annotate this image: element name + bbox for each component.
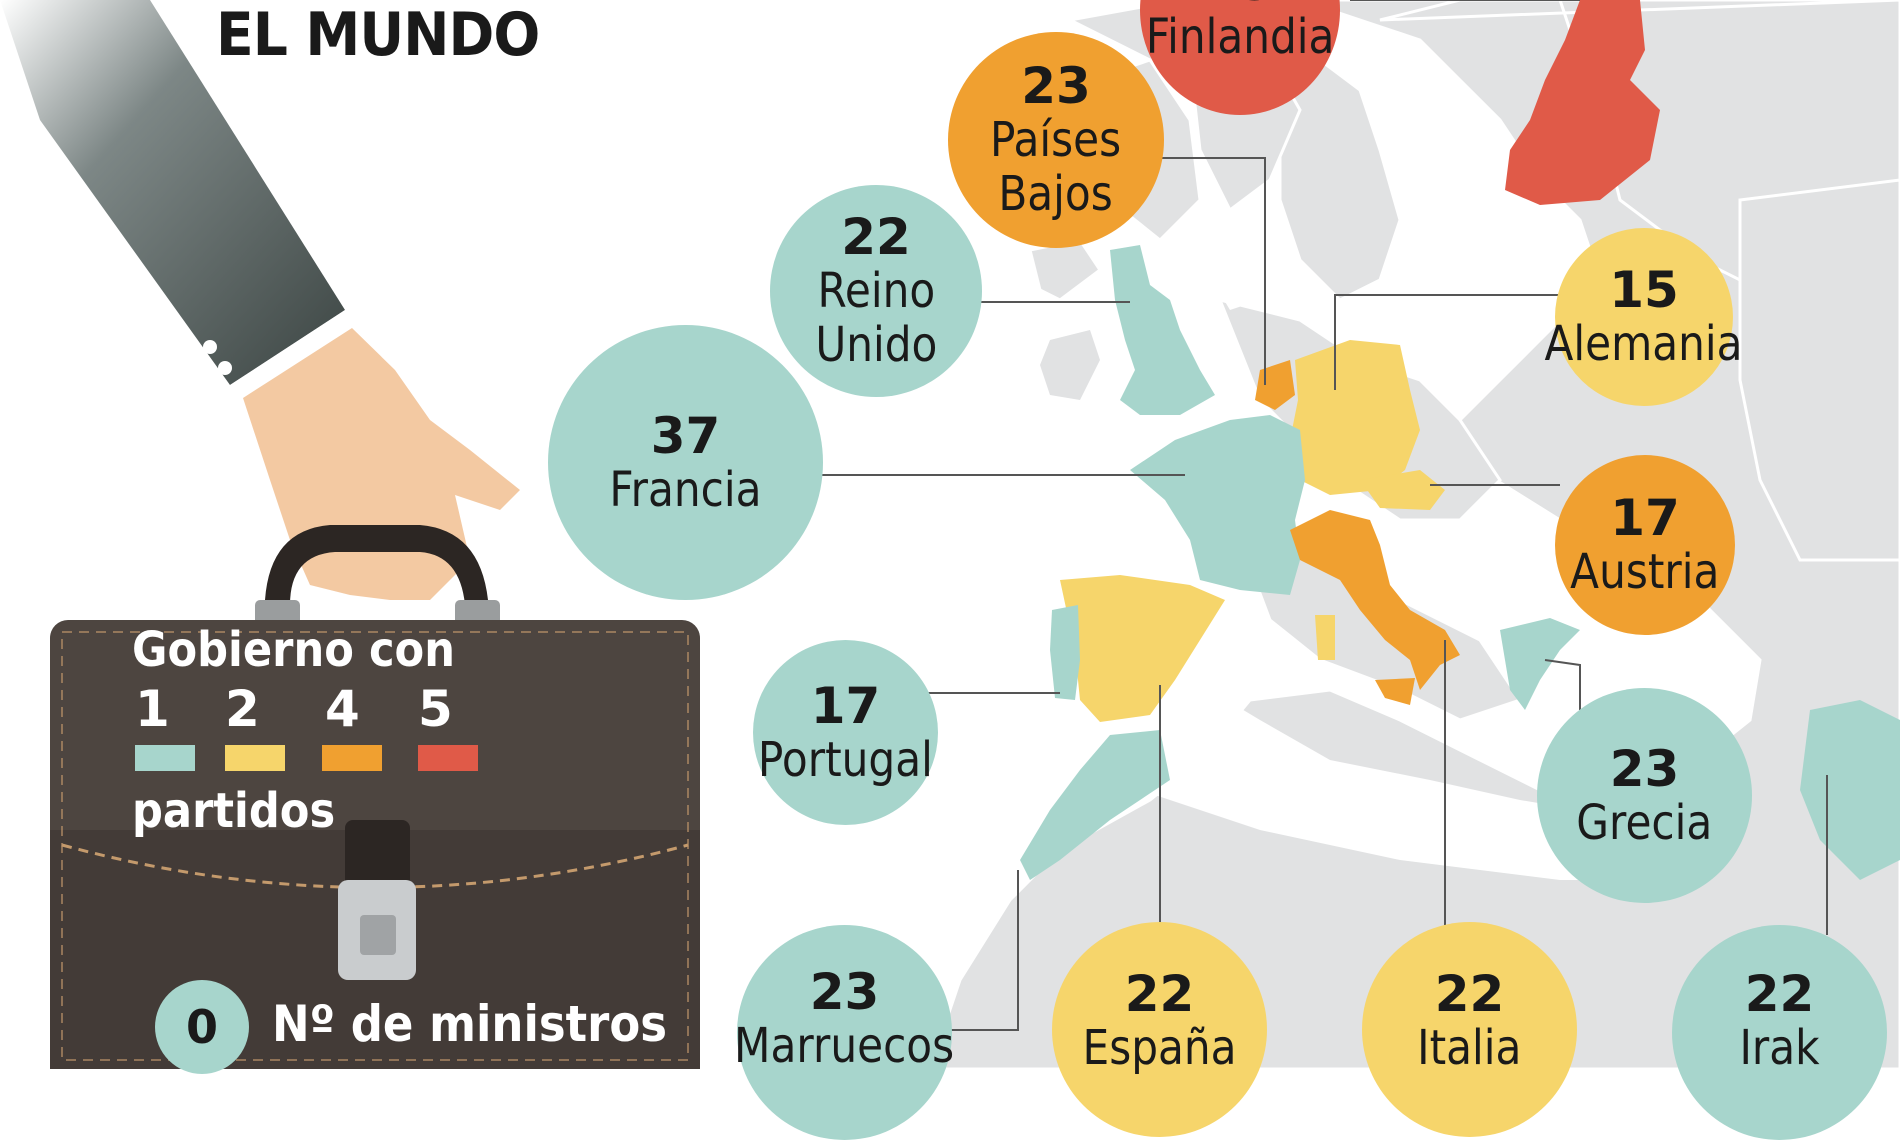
bubble-italy: 22 Italia xyxy=(1362,922,1577,1137)
country-name: Reino Unido xyxy=(814,263,938,373)
france-shape xyxy=(1130,415,1305,595)
bubble-morocco: 23 Marruecos xyxy=(734,925,955,1140)
country-name: Portugal xyxy=(758,731,933,788)
ministers-count: 17 xyxy=(810,676,881,735)
iraq-shape xyxy=(1800,700,1900,880)
ministers-count: 23 xyxy=(1609,739,1680,798)
sicily-shape xyxy=(1375,678,1415,705)
ireland-shape xyxy=(1040,330,1100,400)
greece-shape xyxy=(1500,618,1580,710)
legend-footer: partidos xyxy=(132,783,336,839)
country-name: Austria xyxy=(1570,544,1720,600)
bubble-france: 37 Francia xyxy=(548,325,823,600)
bubble-austria: 17 Austria xyxy=(1555,455,1735,635)
ministers-count: 23 xyxy=(1021,57,1091,115)
country-name: Irak xyxy=(1739,1020,1820,1076)
bubble-greece: 23 Grecia xyxy=(1537,688,1752,903)
morocco-shape xyxy=(1020,730,1170,880)
ministers-count: 37 xyxy=(650,406,721,465)
ministers-count: 15 xyxy=(1609,261,1679,319)
finland-shape xyxy=(1505,0,1660,205)
portugal-shape xyxy=(1050,605,1080,700)
ministers-count: 22 xyxy=(1124,965,1195,1023)
legend-count-5: 5 xyxy=(418,680,453,738)
bubble-germany: 15 Alemania xyxy=(1545,228,1743,406)
legend-key-bubble: 0 xyxy=(155,980,249,1074)
bubble-portugal: 17 Portugal xyxy=(753,640,938,825)
bubble-united-kingdom: 22 Reino Unido xyxy=(770,185,982,397)
country-name: Finlandia xyxy=(1145,9,1335,65)
bubble-iraq: 22 Irak xyxy=(1672,925,1887,1140)
sardinia-shape xyxy=(1315,615,1335,660)
ministers-count: 22 xyxy=(841,208,911,266)
ministers-count: 17 xyxy=(1610,489,1680,547)
legend-swatch-1 xyxy=(135,745,195,771)
country-name: Marruecos xyxy=(734,1018,955,1074)
italy-shape xyxy=(1290,510,1460,690)
country-name: Países Bajos xyxy=(990,112,1122,222)
country-name: Francia xyxy=(609,461,762,518)
legend-count-4: 4 xyxy=(325,680,360,738)
legend-swatch-5 xyxy=(418,745,478,771)
legend-count-1: 1 xyxy=(135,680,170,738)
ministers-count: 23 xyxy=(809,963,880,1021)
country-name: Alemania xyxy=(1544,316,1744,372)
spain-shape xyxy=(1060,575,1225,722)
hand-illustration xyxy=(0,0,520,600)
germany-shape xyxy=(1290,340,1420,495)
uk-shape xyxy=(1110,245,1215,415)
ministers-count: 22 xyxy=(1744,965,1815,1023)
legend-swatch-2 xyxy=(225,745,285,771)
legend-key-label: Nº de ministros xyxy=(272,995,668,1053)
country-name: España xyxy=(1082,1020,1237,1076)
austria-shape xyxy=(1360,470,1445,510)
ministers-count: 22 xyxy=(1434,965,1505,1023)
leader-lines xyxy=(822,0,1828,1031)
legend-heading: Gobierno con xyxy=(132,622,455,678)
country-name: Grecia xyxy=(1576,794,1713,851)
legend-count-2: 2 xyxy=(225,680,260,738)
legend-swatch-4 xyxy=(322,745,382,771)
bubble-netherlands: 23 Países Bajos xyxy=(948,32,1164,248)
ministers-count: 19 xyxy=(1205,0,1275,10)
country-name: Italia xyxy=(1417,1020,1522,1076)
page-title: EL MUNDO xyxy=(216,0,540,70)
bubble-spain: 22 España xyxy=(1052,922,1267,1137)
